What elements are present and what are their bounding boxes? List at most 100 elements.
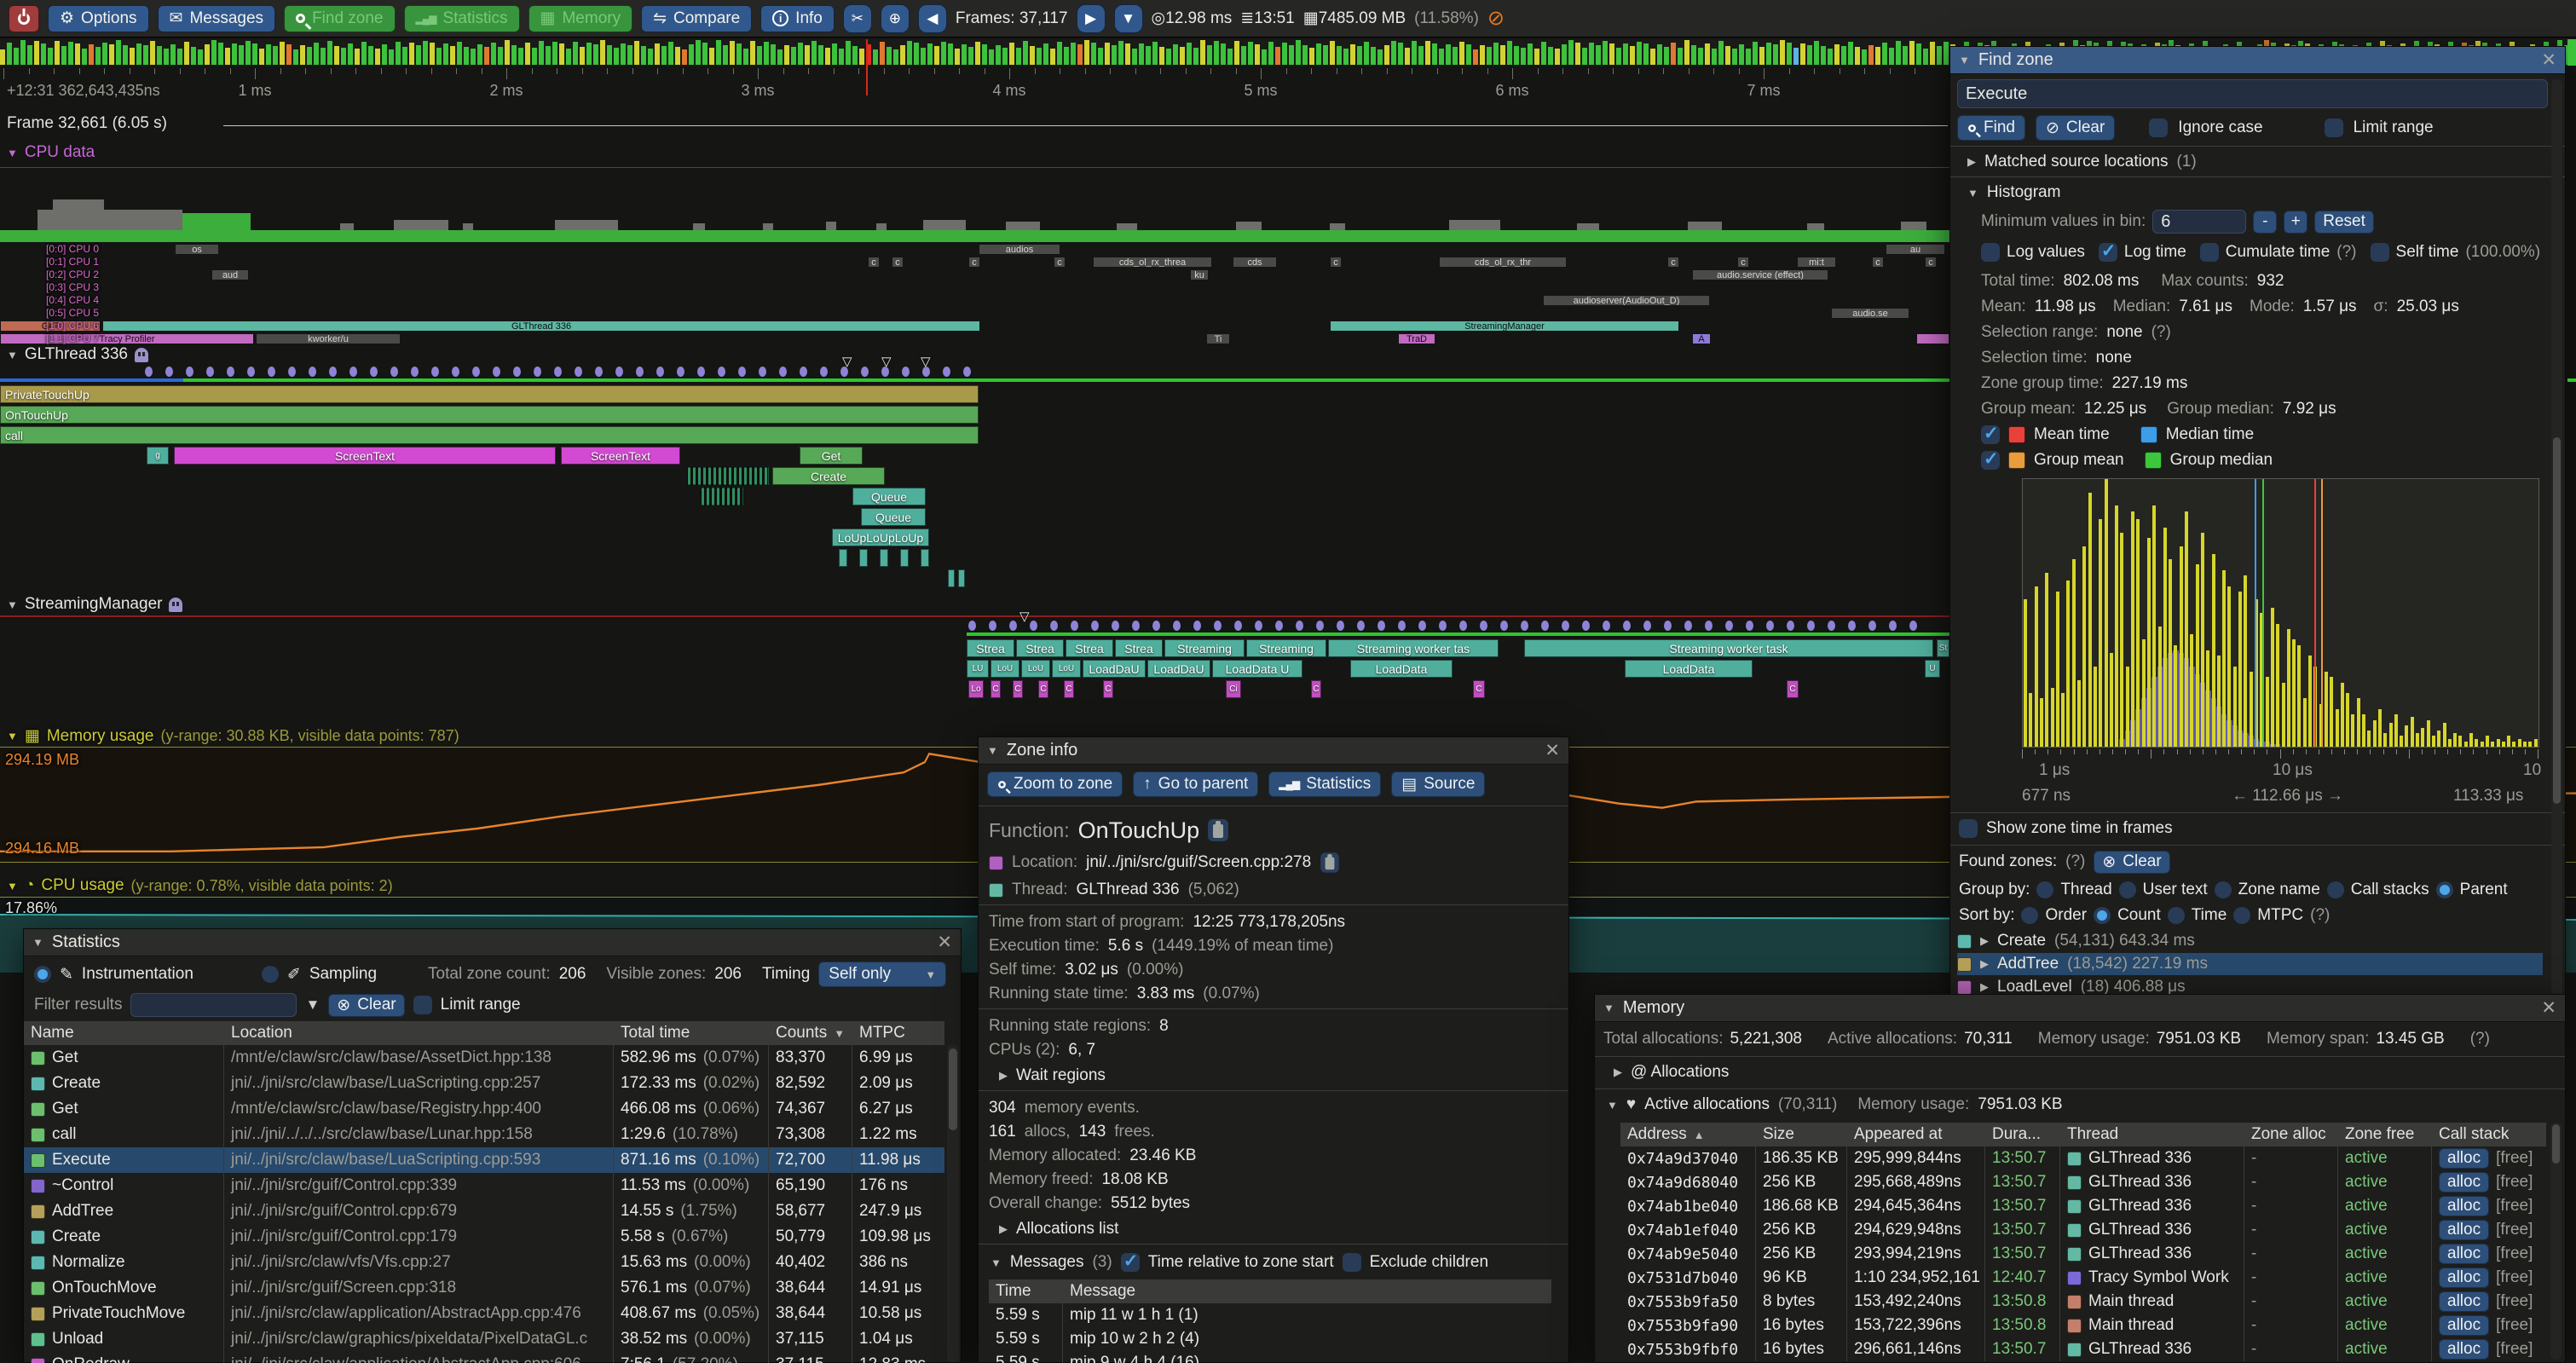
zone-bar[interactable] xyxy=(921,549,929,567)
lock-event-dot[interactable] xyxy=(595,367,603,377)
memory-titlebar[interactable]: ▼ Memory ✕ xyxy=(1595,995,2565,1022)
column-header-message[interactable]: Message xyxy=(1062,1279,1539,1303)
lock-event-dot[interactable] xyxy=(1132,621,1140,631)
zone-bar[interactable]: C xyxy=(1103,680,1113,698)
memory-table-row[interactable]: 0x74a9d68040 256 KB 295,668,489ns 13:50.7 GL… xyxy=(1620,1170,2546,1194)
lock-event-dot[interactable] xyxy=(968,621,976,631)
zone-bar[interactable]: Create xyxy=(772,467,885,485)
message-marker[interactable]: ▽ xyxy=(842,355,852,369)
lock-event-dot[interactable] xyxy=(247,367,255,377)
lock-event-dot[interactable] xyxy=(1152,621,1160,631)
message-row[interactable]: 5.59 s mip 11 w 1 h 1 (1) xyxy=(989,1303,1551,1327)
histogram-section-row[interactable]: ▼ Histogram xyxy=(1967,182,2060,204)
zone-bar[interactable]: call xyxy=(0,426,979,444)
lock-event-dot[interactable] xyxy=(1684,621,1692,631)
lock-event-dot[interactable] xyxy=(227,367,234,377)
limit-range-checkbox[interactable] xyxy=(2324,118,2343,137)
memory-table-row[interactable]: 0x74ab1be040 186.68 KB 294,645,364ns 13:50.… xyxy=(1620,1194,2546,1218)
zone-bar[interactable]: LoU xyxy=(991,660,1019,678)
message-marker[interactable]: ▽ xyxy=(1019,609,1030,624)
cpu-zone-segment[interactable]: c xyxy=(1667,257,1679,268)
message-marker[interactable]: ▽ xyxy=(921,355,931,369)
toolbar-button-compare[interactable]: ⇋ Compare xyxy=(641,4,753,32)
group-by-radio-user-text[interactable] xyxy=(2118,881,2136,898)
cpu-zone-segment[interactable]: Ti xyxy=(1206,333,1230,344)
zone-bar[interactable]: ScreenText xyxy=(561,447,680,465)
column-header-mtpc[interactable]: MTPC xyxy=(852,1021,944,1045)
zone-bar[interactable]: Streaming worker task xyxy=(1524,639,1933,657)
zone-bar[interactable] xyxy=(880,549,888,567)
stats-table-row[interactable]: Normalize jni/../jni/src/claw/vfs/Vfs.cpp… xyxy=(24,1250,944,1275)
alloc-callstack-button[interactable]: alloc xyxy=(2439,1291,2490,1312)
zone-bar[interactable]: LoadDaU xyxy=(1147,660,1210,678)
help-icon[interactable]: (?) xyxy=(2336,243,2357,261)
active-allocations-row[interactable]: ▼ ♥ Active allocations (70,311) Memory u… xyxy=(1607,1094,2063,1116)
cpu-zone-segment[interactable]: c xyxy=(1330,257,1342,268)
zone-bar[interactable]: Streaming xyxy=(1164,639,1245,657)
lock-event-dot[interactable] xyxy=(1582,621,1590,631)
help-icon[interactable]: (?) xyxy=(2151,323,2171,341)
lock-event-dot[interactable] xyxy=(902,367,910,377)
lock-event-dot[interactable] xyxy=(779,367,787,377)
lock-event-dot[interactable] xyxy=(513,367,521,377)
zone-bar[interactable]: Strea xyxy=(1066,639,1113,657)
copy-clipboard-icon[interactable] xyxy=(1320,852,1339,873)
lock-event-dot[interactable] xyxy=(943,367,950,377)
find-zone-scrollbar[interactable] xyxy=(2551,79,2562,998)
lock-event-dot[interactable] xyxy=(186,367,193,377)
lock-event-dot[interactable] xyxy=(1603,621,1610,631)
lock-event-dot[interactable] xyxy=(534,367,541,377)
lock-event-dot[interactable] xyxy=(1378,621,1385,631)
mean-median-checkbox[interactable] xyxy=(1981,423,2000,444)
toolbar-button-info[interactable]: i Info xyxy=(760,4,835,32)
cpu-zone-segment[interactable]: c xyxy=(1925,257,1937,268)
lock-event-dot[interactable] xyxy=(1643,621,1651,631)
cpu-zone-segment[interactable]: os xyxy=(175,244,219,255)
lock-event-dot[interactable] xyxy=(349,367,357,377)
lock-event-dot[interactable] xyxy=(268,367,275,377)
zone-bar[interactable] xyxy=(859,549,868,567)
filter-funnel-icon[interactable]: ▼ xyxy=(305,996,321,1013)
lock-event-dot[interactable] xyxy=(431,367,439,377)
allocations-list-row[interactable]: ▶ Allocations list xyxy=(999,1218,1118,1240)
lock-event-dot[interactable] xyxy=(554,367,562,377)
memory-table-row[interactable]: 0x7553b9fbf0 16 bytes 296,661,146ns 13:50.7… xyxy=(1620,1337,2546,1361)
lock-event-dot[interactable] xyxy=(1234,621,1242,631)
lock-event-dot[interactable] xyxy=(1091,621,1099,631)
lock-event-dot[interactable] xyxy=(963,367,971,377)
lock-event-dot[interactable] xyxy=(309,367,316,377)
lock-event-dot[interactable] xyxy=(1848,621,1856,631)
cpu-zone-segment[interactable]: audioserver(AudioOut_D) xyxy=(1543,295,1710,306)
found-zone-group[interactable]: ▶ Create (54,131) 643.34 ms xyxy=(1957,930,2543,952)
zone-bar[interactable]: U xyxy=(1925,660,1940,678)
toolbar-button-statistics[interactable]: ▂▄▆ Statistics xyxy=(403,4,520,32)
cpu-zone-segment[interactable]: c xyxy=(1872,257,1884,268)
lock-event-dot[interactable] xyxy=(370,367,378,377)
zone-bar[interactable]: LoadData xyxy=(1350,660,1453,678)
lock-event-dot[interactable] xyxy=(1459,621,1467,631)
memory-table-row[interactable]: 0x74ab9e5040 256 KB 293,994,219ns 13:50.7 GL… xyxy=(1620,1242,2546,1266)
close-icon[interactable]: ✕ xyxy=(2541,50,2556,70)
cpu-zone-segment[interactable]: audio.se xyxy=(1831,308,1909,319)
stats-table-row[interactable]: call jni/../jni/../../../src/claw/base/Lu… xyxy=(24,1122,944,1147)
zone-bar[interactable] xyxy=(900,549,909,567)
group-by-radio-zone-name[interactable] xyxy=(2214,881,2232,898)
zone-bar[interactable]: C xyxy=(1064,680,1074,698)
zone-bar[interactable]: LoadData U xyxy=(1212,660,1302,678)
help-icon[interactable]: (?) xyxy=(2469,1030,2490,1048)
stats-table-row[interactable]: OnRedrawjni/../jni/src/claw/application/… xyxy=(24,1352,944,1363)
close-icon[interactable]: ✕ xyxy=(2541,998,2556,1018)
lock-event-dot[interactable] xyxy=(1664,621,1672,631)
zone-bar[interactable]: C xyxy=(1038,680,1048,698)
lock-event-dot[interactable] xyxy=(1705,621,1713,631)
cpu-zone-segment[interactable]: c xyxy=(1054,257,1066,268)
cpu-usage-minigraph[interactable] xyxy=(0,199,1949,242)
lock-event-dot[interactable] xyxy=(145,367,153,377)
column-header-name[interactable]: Name xyxy=(31,1024,74,1042)
log-time-checkbox[interactable] xyxy=(2098,240,2117,262)
column-header-thread[interactable]: Thread xyxy=(2059,1123,2244,1146)
cumulate-time-checkbox[interactable] xyxy=(2199,243,2219,262)
memory-table-row[interactable]: 0x7553b9fa90 16 bytes 153,722,396ns 13:50.8… xyxy=(1620,1314,2546,1337)
column-header-zone-alloc[interactable]: Zone alloc xyxy=(2244,1123,2337,1146)
group-by-radio-parent[interactable] xyxy=(2435,881,2453,898)
